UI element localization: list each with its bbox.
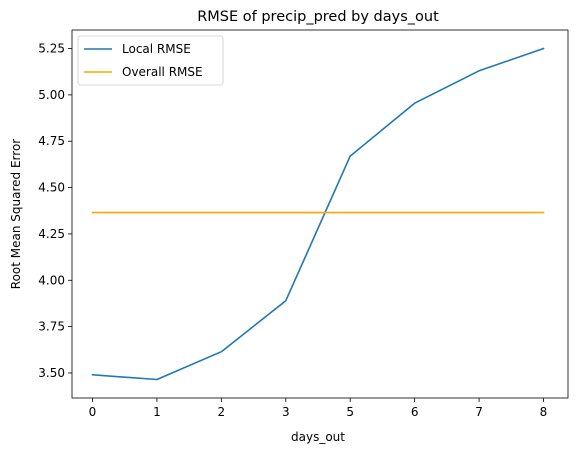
y-tick-label: 4.00	[38, 273, 65, 287]
legend-label-overall-rmse: Overall RMSE	[122, 65, 203, 79]
legend: Local RMSE Overall RMSE	[77, 35, 224, 86]
y-tick-label: 5.00	[38, 88, 65, 102]
legend-label-local-rmse: Local RMSE	[122, 42, 191, 56]
y-tick-label: 5.25	[38, 42, 65, 56]
x-tick-label: 5	[346, 405, 354, 419]
y-tick-label: 3.50	[38, 366, 65, 380]
y-tick-label: 4.25	[38, 227, 65, 241]
x-tick-label: 3	[282, 405, 290, 419]
plot-frame	[71, 29, 569, 399]
chart-title: RMSE of precip_pred by days_out	[197, 9, 439, 25]
x-axis-ticks: 0 1 2 3 5 6 7 8	[89, 398, 548, 419]
y-axis-ticks: 3.50 3.75 4.00 4.25 4.50 4.75 5.00 5.25	[38, 42, 72, 380]
x-tick-label: 2	[218, 405, 226, 419]
series-line-local-rmse	[91, 47, 545, 381]
legend-frame	[77, 35, 224, 86]
x-tick-label: 7	[475, 405, 483, 419]
x-axis-label: days_out	[291, 430, 345, 444]
y-tick-label: 4.75	[38, 134, 65, 148]
x-tick-label: 0	[89, 405, 97, 419]
x-tick-label: 6	[411, 405, 419, 419]
plot-area	[91, 47, 545, 381]
y-tick-label: 4.50	[38, 181, 65, 195]
x-tick-label: 8	[540, 405, 548, 419]
x-tick-label: 1	[153, 405, 161, 419]
y-tick-label: 3.75	[38, 320, 65, 334]
y-axis-label: Root Mean Squared Error	[9, 139, 23, 290]
